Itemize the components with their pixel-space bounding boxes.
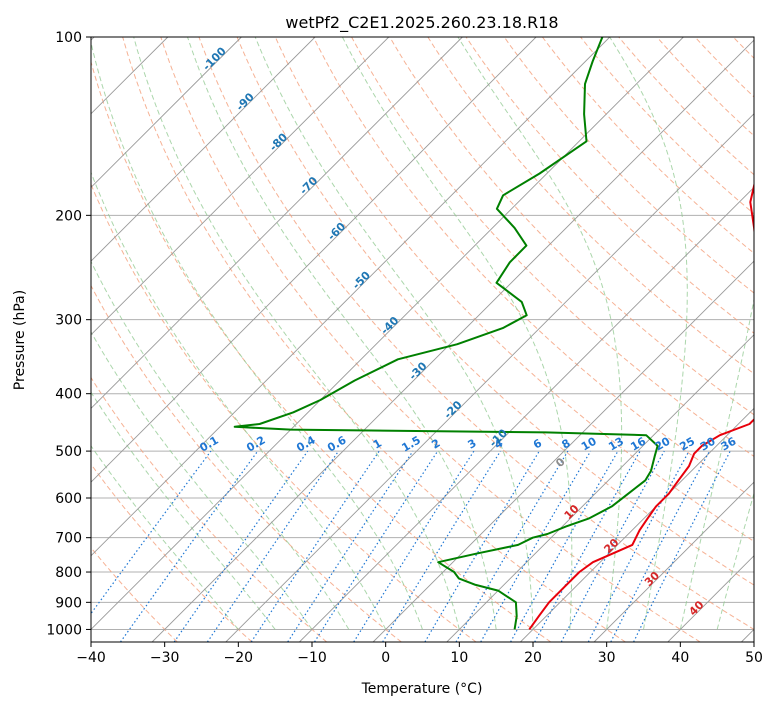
mixing-ratio-line-7 (353, 450, 475, 642)
plot-frame (90, 36, 755, 643)
dry-adiabat-130 (503, 37, 754, 294)
isotherm--10 (299, 186, 754, 642)
chart-title: wetPf2_C2E1.2025.260.23.18.R18 (285, 13, 558, 33)
x-tick-label-9: 50 (745, 650, 763, 666)
x-tick-label-0: −40 (76, 650, 106, 666)
isotherm-0 (372, 260, 754, 642)
dry-adiabat-170 (656, 37, 754, 137)
dry-adiabat-40 (160, 37, 701, 642)
x-tick-label-3: −10 (297, 650, 327, 666)
mixing-ratio-line-12 (510, 450, 619, 642)
isotherm-30 (593, 481, 754, 642)
dewpoint-profile-line (233, 37, 659, 630)
mixing-ratio-line-2 (173, 450, 309, 642)
mixing-ratio-line-6 (313, 450, 439, 642)
moist-adiabat--10 (91, 330, 313, 630)
dry-adiabat-80 (312, 37, 754, 500)
moist-adiabat-40 (679, 296, 754, 630)
moist-adiabat-5 (91, 40, 423, 630)
y-tick-label-1: 200 (55, 208, 82, 224)
x-tick-label-2: −20 (224, 650, 254, 666)
y-tick-label-4: 500 (55, 444, 82, 460)
x-tick-label-4: 0 (381, 650, 390, 666)
y-tick-label-8: 900 (55, 595, 82, 611)
y-tick-label-6: 700 (55, 531, 82, 547)
moist-adiabat-35 (609, 37, 688, 630)
mixing-ratio-line-5 (287, 450, 414, 642)
isotherm-20 (520, 407, 754, 642)
mixing-ratio-line-3 (206, 450, 339, 642)
y-tick-label-9: 1000 (46, 622, 82, 638)
dry-adiabat-0 (91, 284, 402, 642)
moist-adiabat-45 (716, 491, 754, 630)
moist-adiabat-30 (457, 37, 623, 630)
dry-adiabat-50 (198, 37, 754, 631)
x-tick-label-8: 40 (671, 650, 689, 666)
mixing-ratio-line-1 (120, 450, 259, 642)
y-tick-label-5: 600 (55, 491, 82, 507)
y-tick-label-7: 800 (55, 565, 82, 581)
moist-adiabat--5 (91, 260, 350, 630)
dry-adiabat-70 (274, 37, 754, 543)
x-tick-label-6: 20 (524, 650, 542, 666)
x-axis-label: Temperature (°C) (361, 681, 483, 697)
dry-adiabat-150 (580, 37, 754, 215)
y-axis-label: Pressure (hPa) (12, 290, 28, 390)
mixing-ratio-line-4 (250, 450, 380, 642)
isotherm--80 (91, 37, 390, 336)
dry-adiabat-10 (91, 182, 477, 642)
y-tick-label-0: 100 (55, 30, 82, 46)
moist-adiabat-25 (341, 37, 573, 630)
x-tick-label-7: 30 (598, 650, 616, 666)
isotherm--20 (225, 113, 754, 642)
isotherm--50 (91, 37, 611, 557)
moist-adiabat-20 (254, 37, 534, 630)
mixing-ratio-line-8 (382, 450, 502, 642)
mixing-ratio-line-13 (534, 450, 641, 642)
mixing-ratio-line-17 (633, 450, 731, 642)
dry-adiabat-90 (351, 37, 754, 457)
isotherm--70 (91, 37, 463, 410)
y-tick-label-3: 400 (55, 387, 82, 403)
y-tick-label-2: 300 (55, 313, 82, 329)
x-tick-label-1: −30 (150, 650, 180, 666)
isotherm--90 (91, 37, 316, 262)
mixing-ratio-line-14 (560, 450, 665, 642)
mixing-ratio-line-0 (91, 450, 212, 615)
series-lines (233, 37, 754, 630)
dry-adiabat-20 (91, 60, 552, 642)
background-lines (91, 37, 754, 642)
dry-adiabat-60 (236, 37, 754, 586)
isotherm--40 (91, 37, 684, 631)
isotherm--100 (91, 37, 242, 189)
dry-adiabat--10 (91, 376, 328, 642)
dry-adiabat-100 (389, 37, 754, 416)
dry-adiabat-110 (427, 37, 754, 375)
isotherm-10 (446, 334, 754, 642)
dry-adiabat-120 (465, 37, 754, 334)
axes: −40 −30 −20 −10 0 10 20 30 40 50 100 200 300 400 500 60… (46, 30, 763, 666)
isotherm--60 (91, 37, 537, 483)
moist-adiabat-0 (91, 171, 387, 630)
x-tick-label-5: 10 (450, 650, 468, 666)
isotherm--30 (151, 39, 754, 642)
temperature-profile-line (528, 181, 754, 630)
